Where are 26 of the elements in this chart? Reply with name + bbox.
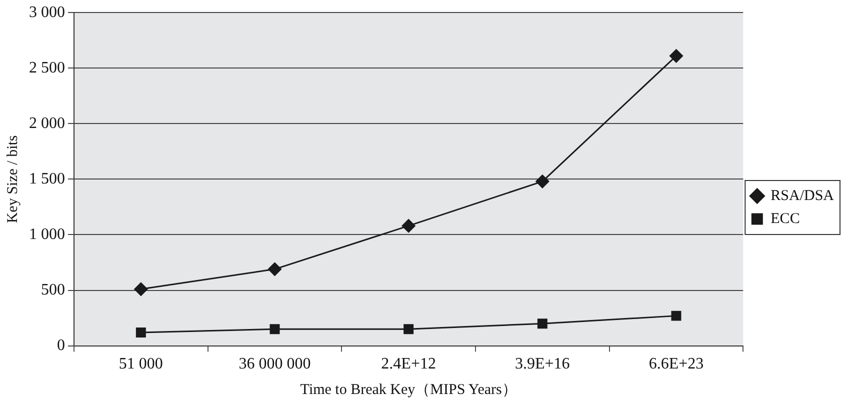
- x-tick-label: 36 000 000: [238, 356, 311, 373]
- x-tick-label: 51 000: [118, 356, 163, 373]
- point: [536, 174, 550, 188]
- point: [669, 49, 683, 63]
- x-axis-title: Time to Break Key（MIPS Years）: [300, 382, 517, 398]
- y-tick-label: 1 000: [29, 226, 65, 243]
- y-tick-label: 1 500: [29, 170, 65, 188]
- y-axis-title: Key Size / bits: [4, 135, 21, 224]
- point: [402, 219, 416, 233]
- x-tick-label: 3.9E+16: [515, 356, 570, 373]
- legend-label: ECC: [770, 210, 800, 227]
- y-tick-label: 3 000: [29, 4, 65, 21]
- point: [134, 282, 148, 296]
- point: [270, 324, 280, 334]
- point: [671, 310, 682, 321]
- y-tick-label: 2 500: [29, 59, 65, 76]
- point: [136, 327, 146, 338]
- y-tick-label: 500: [41, 281, 65, 298]
- point: [537, 318, 548, 329]
- x-tick-label: 2.4E+12: [381, 356, 436, 373]
- point: [404, 324, 414, 334]
- y-tick-label: 2 000: [29, 114, 65, 132]
- legend-label: RSA/DSA: [770, 188, 834, 204]
- point: [268, 262, 282, 276]
- y-tick-label: 0: [57, 337, 65, 354]
- x-tick-label: 6.6E+23: [648, 356, 704, 373]
